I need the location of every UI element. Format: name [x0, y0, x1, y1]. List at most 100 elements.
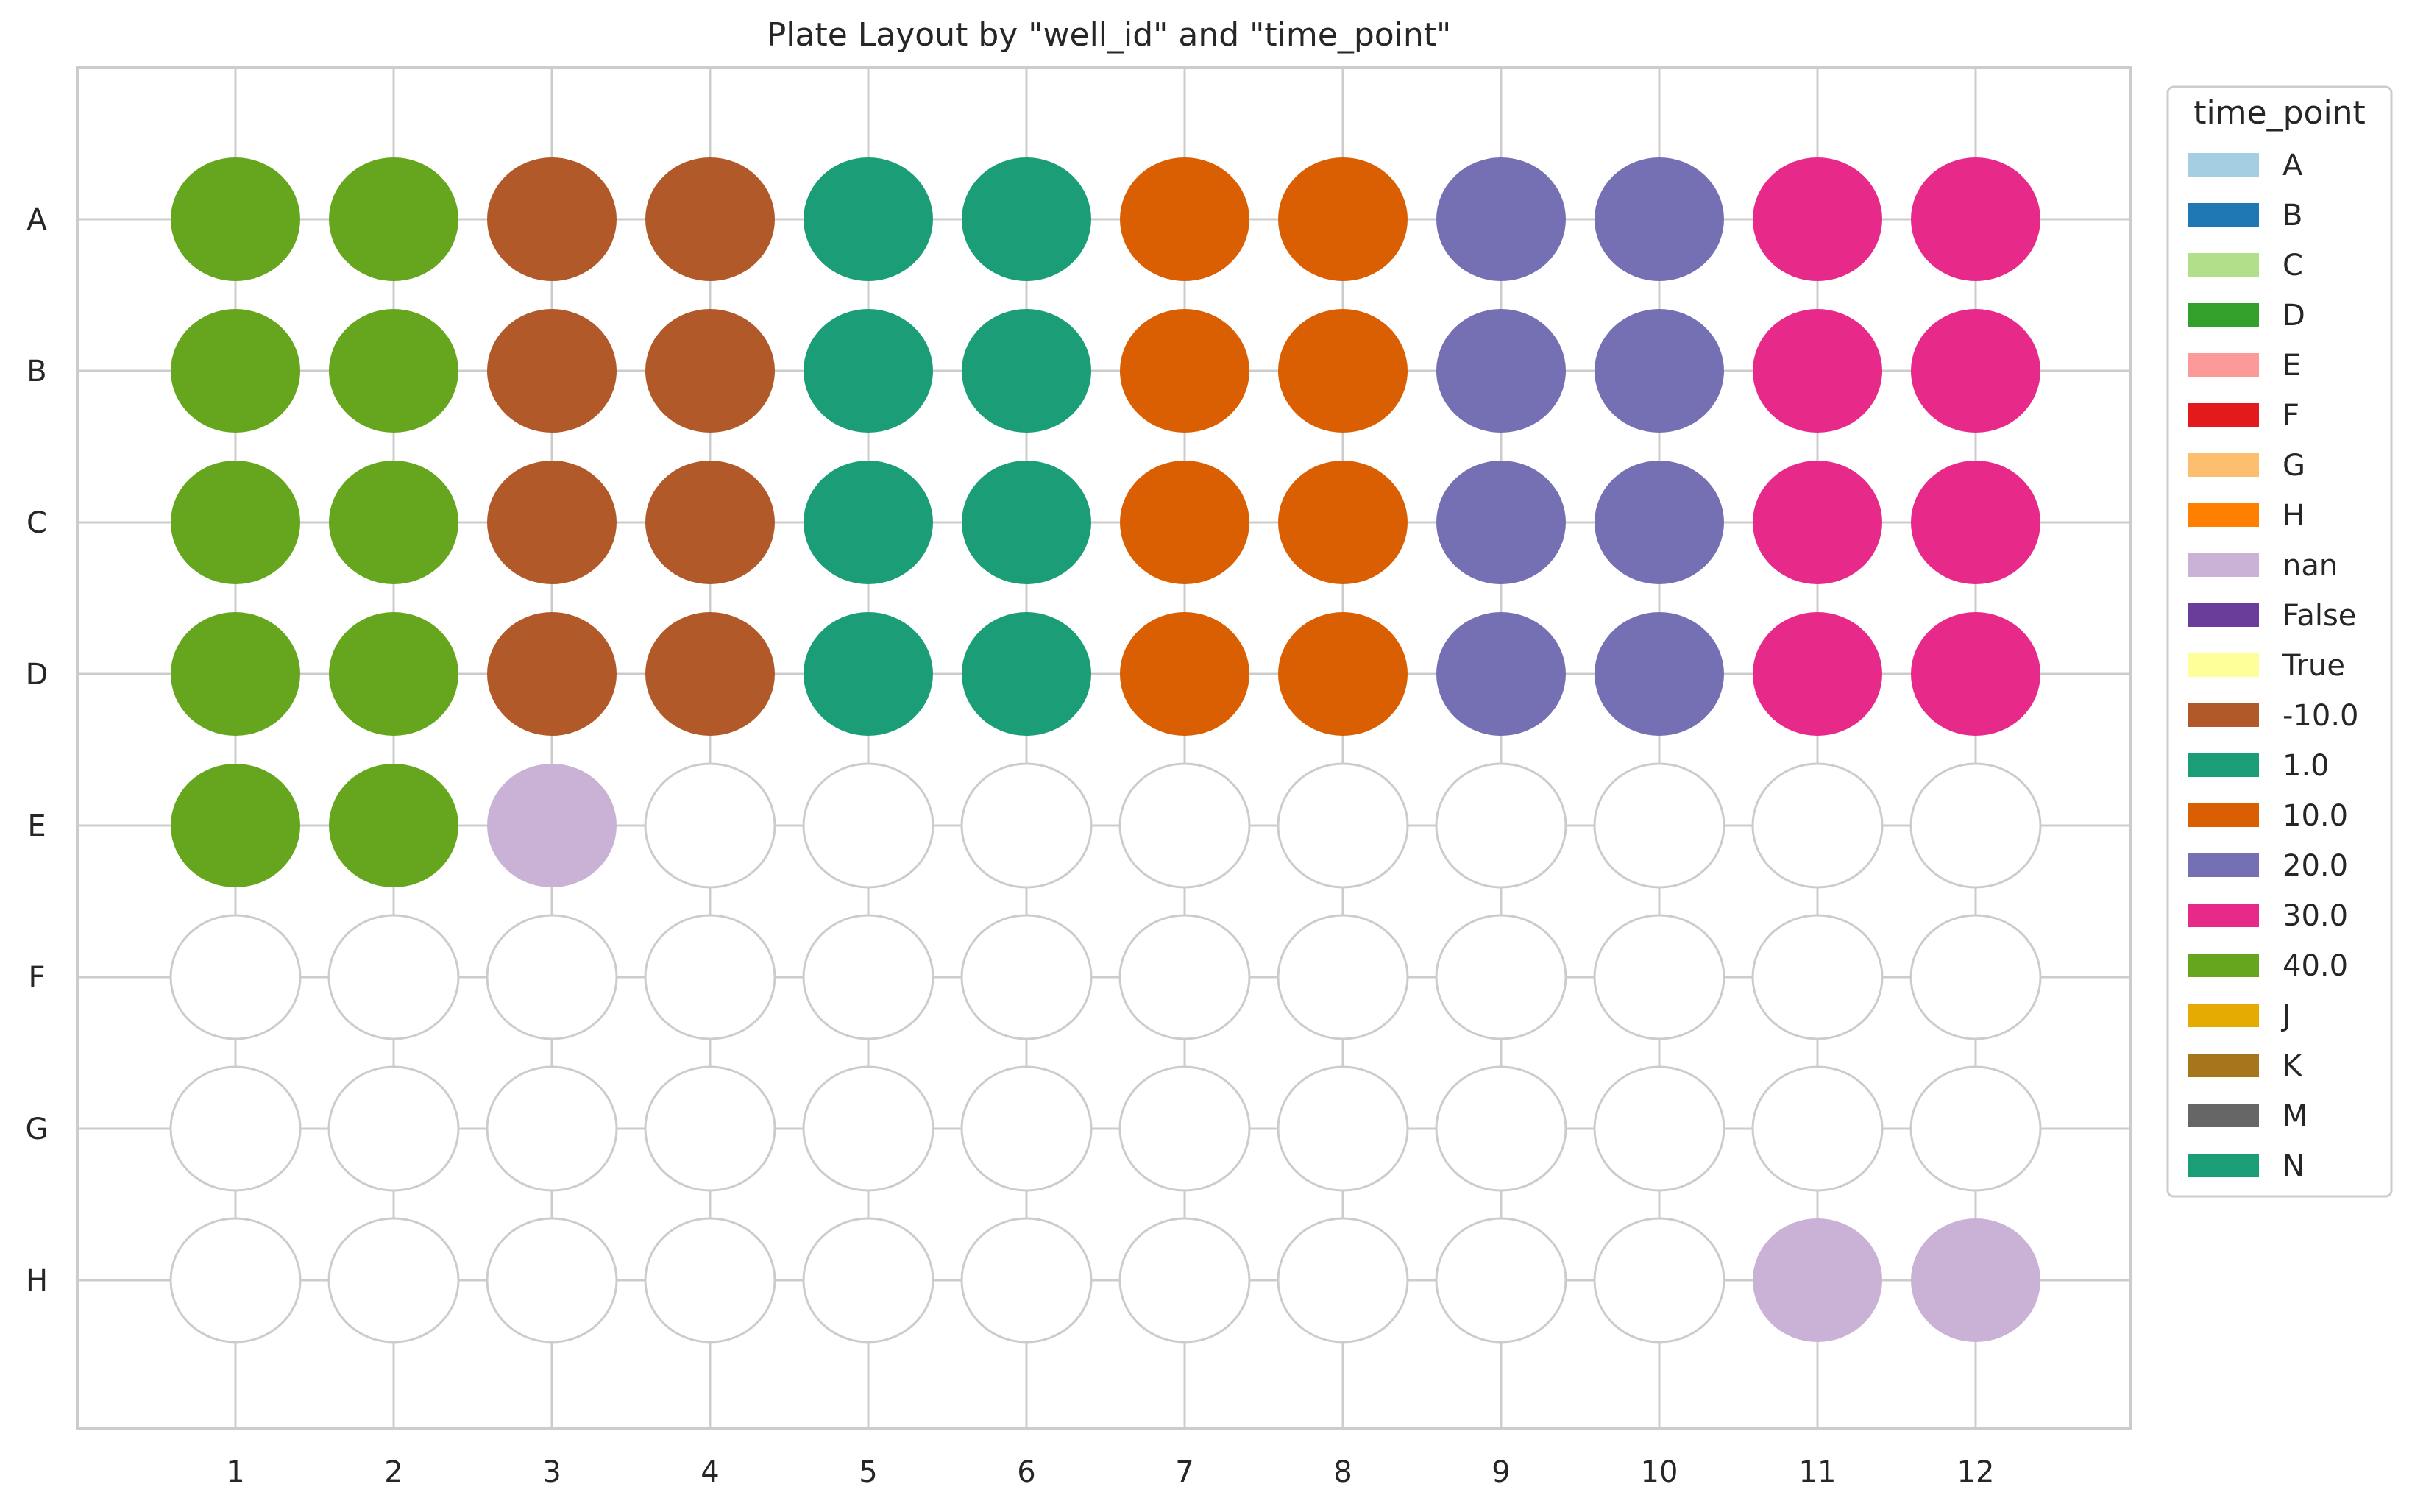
x-tick-label: 8	[1333, 1455, 1352, 1489]
well-B5	[804, 309, 933, 433]
well-A4	[645, 157, 775, 281]
legend-swatch	[2188, 803, 2259, 827]
well-E4	[644, 762, 776, 889]
y-tick-label: B	[26, 355, 46, 388]
well-E7	[1118, 762, 1251, 889]
well-C4	[645, 461, 775, 584]
well-D9	[1436, 612, 1566, 736]
y-axis-ticks: A B C D E F G H	[26, 203, 49, 1298]
well-G6	[960, 1065, 1093, 1192]
plot-frame	[76, 66, 2132, 1430]
well-C3	[487, 461, 617, 584]
well-D12	[1911, 612, 2040, 736]
legend-swatch	[2188, 904, 2259, 927]
well-F10	[1593, 914, 1725, 1040]
legend-label: J	[2280, 999, 2291, 1033]
legend-label: M	[2282, 1099, 2308, 1133]
y-tick-label: H	[26, 1264, 48, 1298]
well-C10	[1595, 461, 1724, 584]
legend-label: True	[2282, 649, 2345, 683]
well-F2	[327, 914, 460, 1040]
well-H12	[1911, 1218, 2040, 1342]
well-B4	[645, 309, 775, 433]
well-H7	[1118, 1217, 1251, 1344]
well-D2	[329, 612, 458, 736]
well-G5	[802, 1065, 934, 1192]
legend-swatch	[2188, 353, 2259, 377]
well-E2	[329, 764, 458, 887]
legend-swatch	[2188, 653, 2259, 677]
well-H6	[960, 1217, 1093, 1344]
well-D3	[487, 612, 617, 736]
well-E10	[1593, 762, 1725, 889]
legend-item: F	[2188, 399, 2299, 433]
legend-label: D	[2282, 299, 2305, 333]
well-F9	[1435, 914, 1567, 1040]
wells	[169, 157, 2042, 1344]
well-A9	[1436, 157, 1566, 281]
well-A3	[487, 157, 617, 281]
well-E8	[1277, 762, 1409, 889]
well-A6	[962, 157, 1091, 281]
legend-swatch	[2188, 403, 2259, 427]
legend-item: D	[2188, 299, 2305, 333]
well-C8	[1278, 461, 1408, 584]
well-D6	[962, 612, 1091, 736]
well-G2	[327, 1065, 460, 1192]
well-B12	[1911, 309, 2040, 433]
well-E12	[1909, 762, 2042, 889]
legend-label: N	[2282, 1149, 2305, 1183]
legend-item: 20.0	[2188, 849, 2348, 883]
legend-title: time_point	[2193, 94, 2366, 132]
well-G11	[1751, 1065, 1884, 1192]
well-B9	[1436, 309, 1566, 433]
well-F8	[1277, 914, 1409, 1040]
x-tick-label: 4	[700, 1455, 719, 1489]
well-G4	[644, 1065, 776, 1192]
well-G7	[1118, 1065, 1251, 1192]
legend-item: 30.0	[2188, 899, 2348, 933]
legend-swatch	[2188, 1154, 2259, 1177]
well-G8	[1277, 1065, 1409, 1192]
well-F4	[644, 914, 776, 1040]
legend-swatch	[2188, 1004, 2259, 1027]
well-A2	[329, 157, 458, 281]
well-F11	[1751, 914, 1884, 1040]
legend-item: -10.0	[2188, 699, 2359, 733]
well-C7	[1120, 461, 1249, 584]
x-tick-label: 1	[226, 1455, 244, 1489]
well-D4	[645, 612, 775, 736]
x-tick-label: 7	[1175, 1455, 1193, 1489]
well-F1	[169, 914, 302, 1040]
well-F12	[1909, 914, 2042, 1040]
well-F7	[1118, 914, 1251, 1040]
well-H9	[1435, 1217, 1567, 1344]
well-F5	[802, 914, 934, 1040]
x-tick-label: 11	[1799, 1455, 1837, 1489]
well-D1	[171, 612, 300, 736]
legend-item: K	[2188, 1049, 2303, 1083]
legend-label: 10.0	[2282, 799, 2348, 833]
well-H10	[1593, 1217, 1725, 1344]
well-C5	[804, 461, 933, 584]
legend-label: B	[2282, 199, 2302, 233]
well-B10	[1595, 309, 1724, 433]
legend-label: C	[2282, 249, 2303, 283]
well-E6	[960, 762, 1093, 889]
legend-swatch	[2188, 954, 2259, 977]
well-H4	[644, 1217, 776, 1344]
y-tick-label: D	[26, 658, 49, 692]
well-C6	[962, 461, 1091, 584]
well-H1	[169, 1217, 302, 1344]
legend-label: K	[2282, 1049, 2303, 1083]
well-B8	[1278, 309, 1408, 433]
legend-label: 30.0	[2282, 899, 2348, 933]
legend-swatch	[2188, 153, 2259, 177]
well-H8	[1277, 1217, 1409, 1344]
well-A5	[804, 157, 933, 281]
well-E5	[802, 762, 934, 889]
well-F6	[960, 914, 1093, 1040]
legend-swatch	[2188, 503, 2259, 527]
